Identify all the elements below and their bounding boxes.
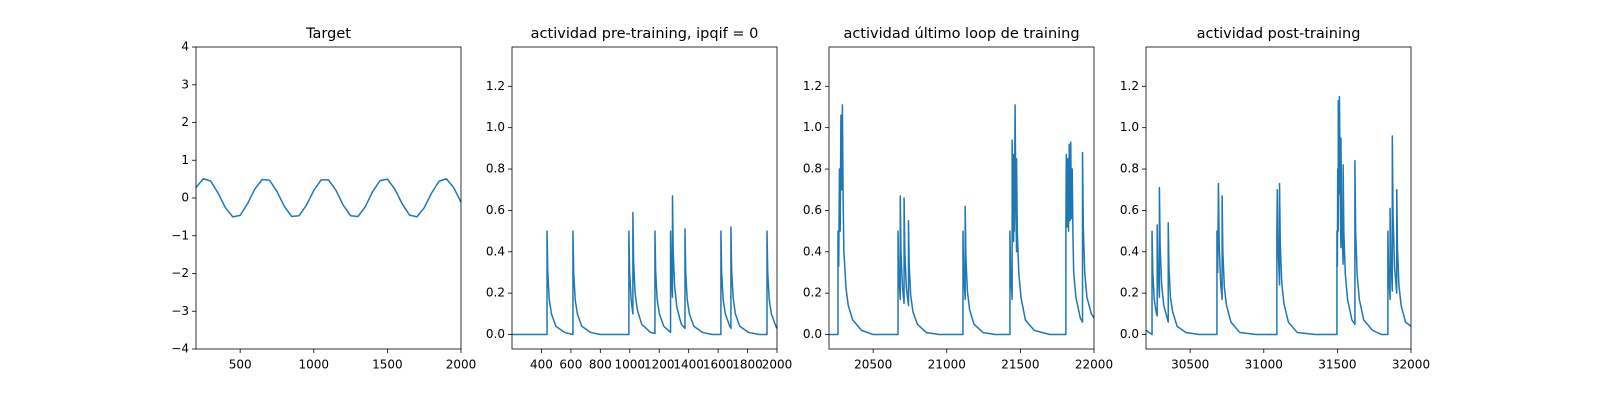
chart-title: actividad pre-training, ipqif = 0 xyxy=(531,26,759,42)
x-tick-label: 1400 xyxy=(673,358,704,372)
y-tick-label: 1.2 xyxy=(803,79,822,93)
x-tick-label: 1200 xyxy=(644,358,675,372)
y-tick-label: 0.4 xyxy=(803,244,822,258)
y-tick-label: 4 xyxy=(181,40,189,54)
y-tick-label: 0.8 xyxy=(486,162,505,176)
x-tick-label: 1000 xyxy=(299,358,330,372)
x-tick-label: 2000 xyxy=(446,358,477,372)
x-tick-label: 2000 xyxy=(762,358,793,372)
x-tick-label: 1500 xyxy=(372,358,403,372)
x-tick-label: 500 xyxy=(229,358,252,372)
y-tick-label: 0.8 xyxy=(803,162,822,176)
x-tick-label: 31000 xyxy=(1245,358,1283,372)
y-tick-label: 0.2 xyxy=(803,286,822,300)
y-tick-label: 0 xyxy=(181,191,189,205)
y-tick-label: 1.0 xyxy=(1120,120,1139,134)
y-tick-label: 2 xyxy=(181,115,189,129)
plot-frame xyxy=(828,46,1095,350)
x-tick-label: 1800 xyxy=(732,358,763,372)
y-tick-label: 0.0 xyxy=(1120,327,1139,341)
y-tick-label: 1.2 xyxy=(486,79,505,93)
x-tick-label: 1600 xyxy=(703,358,734,372)
y-tick-label: 0.8 xyxy=(1120,162,1139,176)
x-tick-label: 400 xyxy=(530,358,553,372)
x-tick-label: 32000 xyxy=(1392,358,1430,372)
y-tick-label: 1 xyxy=(181,153,189,167)
y-tick-label: 0.2 xyxy=(1120,286,1139,300)
y-tick-label: 0.2 xyxy=(486,286,505,300)
x-tick-label: 600 xyxy=(559,358,582,372)
y-tick-label: −1 xyxy=(171,228,189,242)
y-tick-label: 0.0 xyxy=(486,327,505,341)
y-tick-label: 0.4 xyxy=(486,244,505,258)
line xyxy=(829,104,1095,336)
y-tick-label: 0.4 xyxy=(1120,244,1139,258)
y-tick-label: 0.0 xyxy=(803,327,822,341)
y-tick-label: −2 xyxy=(171,266,189,280)
x-tick-label: 1000 xyxy=(615,358,646,372)
plot-frame xyxy=(1145,46,1412,350)
chart-title: actividad último loop de training xyxy=(843,26,1079,42)
x-tick-label: 31500 xyxy=(1318,358,1356,372)
x-tick-label: 800 xyxy=(589,358,612,372)
y-tick-label: −3 xyxy=(171,304,189,318)
x-tick-label: 21000 xyxy=(928,358,966,372)
y-tick-label: 3 xyxy=(181,77,189,91)
y-tick-label: 1.2 xyxy=(1120,79,1139,93)
y-tick-label: 0.6 xyxy=(486,203,505,217)
plot-frame xyxy=(511,46,778,350)
y-tick-label: 0.6 xyxy=(1120,203,1139,217)
y-tick-label: 1.0 xyxy=(486,120,505,134)
line xyxy=(195,178,462,218)
y-tick-label: 1.0 xyxy=(803,120,822,134)
chart-title: Target xyxy=(305,26,351,42)
x-tick-label: 20500 xyxy=(854,358,892,372)
y-tick-label: −4 xyxy=(171,342,189,356)
line xyxy=(512,195,778,336)
y-tick-label: 0.6 xyxy=(803,203,822,217)
x-tick-label: 22000 xyxy=(1075,358,1113,372)
line xyxy=(1145,95,1412,336)
chart-title: actividad post-training xyxy=(1197,26,1361,42)
plot-frame xyxy=(195,46,462,350)
x-tick-label: 30500 xyxy=(1171,358,1209,372)
x-tick-label: 21500 xyxy=(1001,358,1039,372)
